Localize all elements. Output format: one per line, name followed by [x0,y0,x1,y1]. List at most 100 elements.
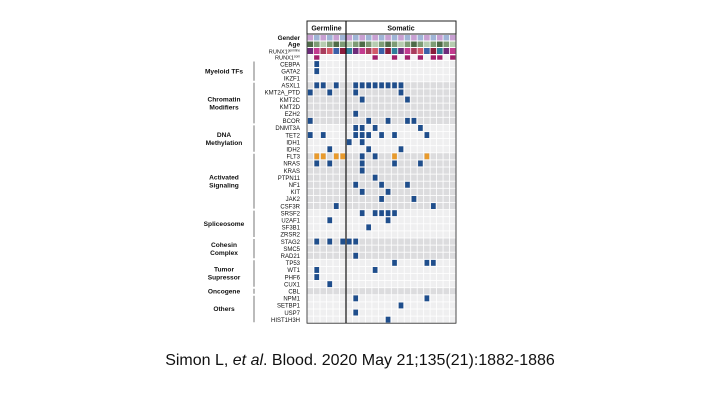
gene-cell [411,316,417,323]
gene-cell [378,146,385,153]
gene-label: IDH2 [286,148,300,154]
gene-cell [436,259,443,266]
gene-cell [359,288,366,295]
gene-cell [352,281,359,288]
gene-cell [411,217,417,224]
gene-cell [417,68,424,75]
gene-cell [313,295,320,302]
gene-cell [352,60,359,68]
gene-cell [346,316,353,323]
mutation-mark [333,203,339,209]
gene-cell [385,124,391,132]
gene-cell [333,139,340,146]
gene-cell [359,259,366,266]
gene-cell [443,245,450,252]
gene-cell [404,273,411,281]
gene-cell [404,146,411,153]
citation-authors: Simon L, [165,352,233,369]
age-cell [398,41,404,47]
gene-cell [398,316,404,323]
mutation-mark [359,167,365,174]
gene-cell [411,295,417,302]
gene-cell [307,316,314,323]
gene-cell [333,103,340,110]
gene-cell [359,110,366,117]
gene-cell [326,82,333,89]
mutation-mark [372,210,378,217]
gene-cell [449,139,456,146]
gene-cell [313,89,320,96]
mutation-mark [372,82,378,89]
gene-cell [424,202,430,210]
gene-label: RAD21 [281,254,301,260]
mutation-mark [392,82,397,89]
gene-cell [359,103,366,110]
gene-cell [449,309,456,316]
gene-cell [359,60,366,68]
gene-cell [443,153,450,160]
gene-cell [424,75,430,82]
gene-cell [424,266,430,274]
gene-cell [398,266,404,274]
runx1-somatic-mutation [391,55,398,60]
gene-cell [333,217,340,224]
gene-cell [313,288,320,295]
gene-cell [346,89,353,96]
flt3-itd-mark [424,153,430,160]
mutation-mark [353,132,359,138]
gene-cell [326,117,333,124]
gene-cell [404,160,411,167]
group-label: Spliceosome [204,221,245,228]
gene-cell [404,252,411,259]
gene-cell [307,82,314,89]
gene-cell [365,259,372,266]
mutation-mark [411,117,417,124]
gene-cell [436,195,443,203]
gene-cell [365,181,372,188]
gene-cell [378,231,385,238]
gene-cell [424,188,430,195]
gene-label: CEBPA [280,62,300,68]
age-cell [307,41,314,47]
gene-cell [404,316,411,323]
gene-cell [313,131,320,139]
gene-cell [326,96,333,103]
gene-cell [436,160,443,167]
age-cell [378,41,385,47]
gene-cell [372,181,378,188]
gene-cell [449,131,456,139]
gene-cell [313,202,320,210]
gene-cell [398,245,404,252]
gene-cell [320,110,327,117]
gene-cell [449,288,456,295]
gene-cell [326,195,333,203]
gene-cell [411,181,417,188]
runx1-germline-cell [333,48,340,54]
gene-cell [365,245,372,252]
gene-cell [449,188,456,195]
gene-cell [398,202,404,210]
gene-cell [320,96,327,103]
gene-cell [443,224,450,231]
gene-cell [326,174,333,181]
gene-cell [339,281,346,288]
gene-label: EZH2 [285,112,301,118]
gender-cell [326,35,333,41]
gene-cell [359,231,366,238]
gene-cell [346,281,353,288]
gender-cell [313,35,320,41]
gene-cell [417,110,424,117]
gene-cell [326,309,333,316]
gene-cell [339,117,346,124]
gene-cell [449,217,456,224]
gene-cell [424,174,430,181]
gene-cell [449,195,456,203]
age-cell [404,41,411,47]
gender-cell [424,35,430,41]
gene-cell [411,259,417,266]
gene-cell [320,309,327,316]
gene-cell [307,238,314,245]
gene-cell [430,281,437,288]
gender-cell [417,35,424,41]
gene-cell [378,259,385,266]
